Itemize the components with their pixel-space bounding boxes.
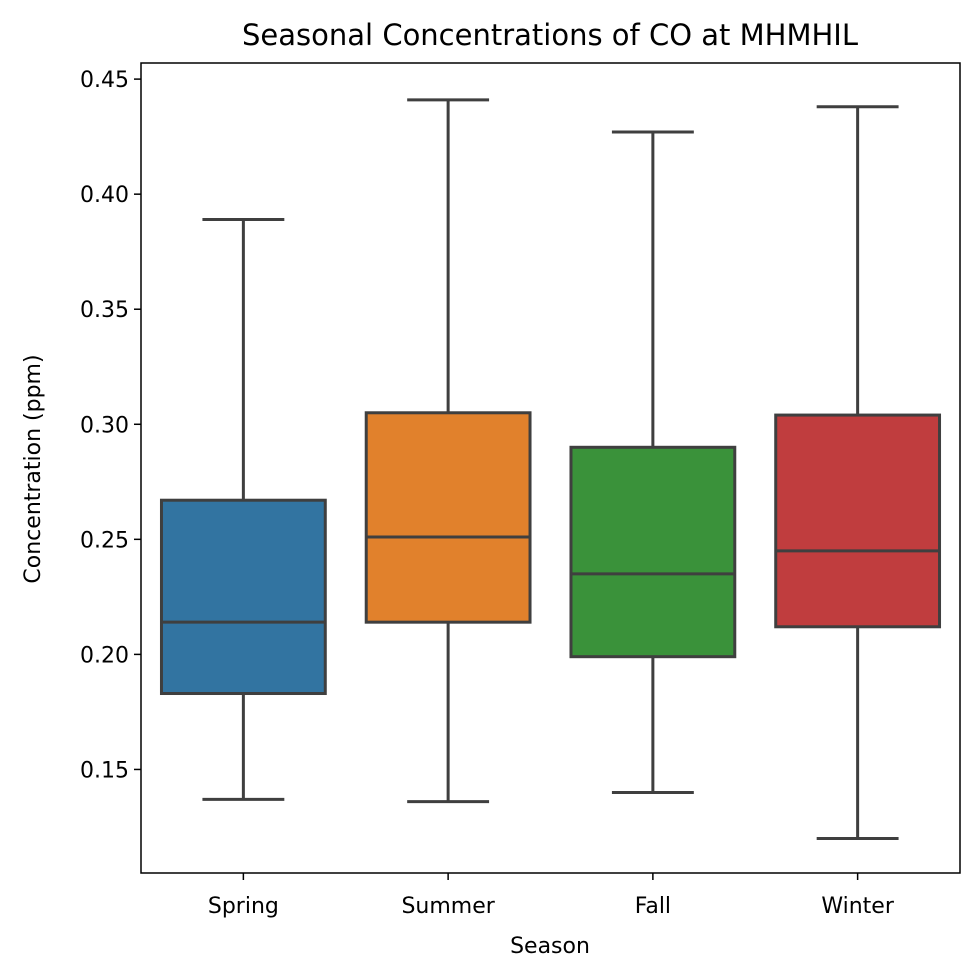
x-tick-label: Summer [401, 894, 495, 919]
x-axis-label: Season [510, 934, 590, 959]
y-tick-label: 0.35 [80, 298, 129, 323]
y-axis-label: Concentration (ppm) [21, 354, 46, 583]
y-tick-label: 0.20 [80, 643, 129, 668]
y-tick-label: 0.40 [80, 183, 129, 208]
chart-title: Seasonal Concentrations of CO at MHMHIL [242, 18, 858, 52]
y-tick-label: 0.25 [80, 528, 129, 553]
y-tick-label: 0.15 [80, 758, 129, 783]
plot-frame [140, 62, 961, 874]
x-tick-label: Winter [821, 894, 894, 919]
x-tick-label: Spring [208, 894, 279, 919]
box-winter [774, 413, 942, 629]
y-tick-label: 0.45 [80, 68, 129, 93]
plot-area: 0.15 0.20 0.25 0.30 0.35 0.40 0.45 Spring Summer… [80, 62, 961, 919]
box-fall [569, 445, 737, 659]
x-tick-label: Fall [635, 894, 671, 919]
y-tick-label: 0.30 [80, 413, 129, 438]
box-summer [364, 411, 532, 624]
box-spring [159, 498, 327, 696]
